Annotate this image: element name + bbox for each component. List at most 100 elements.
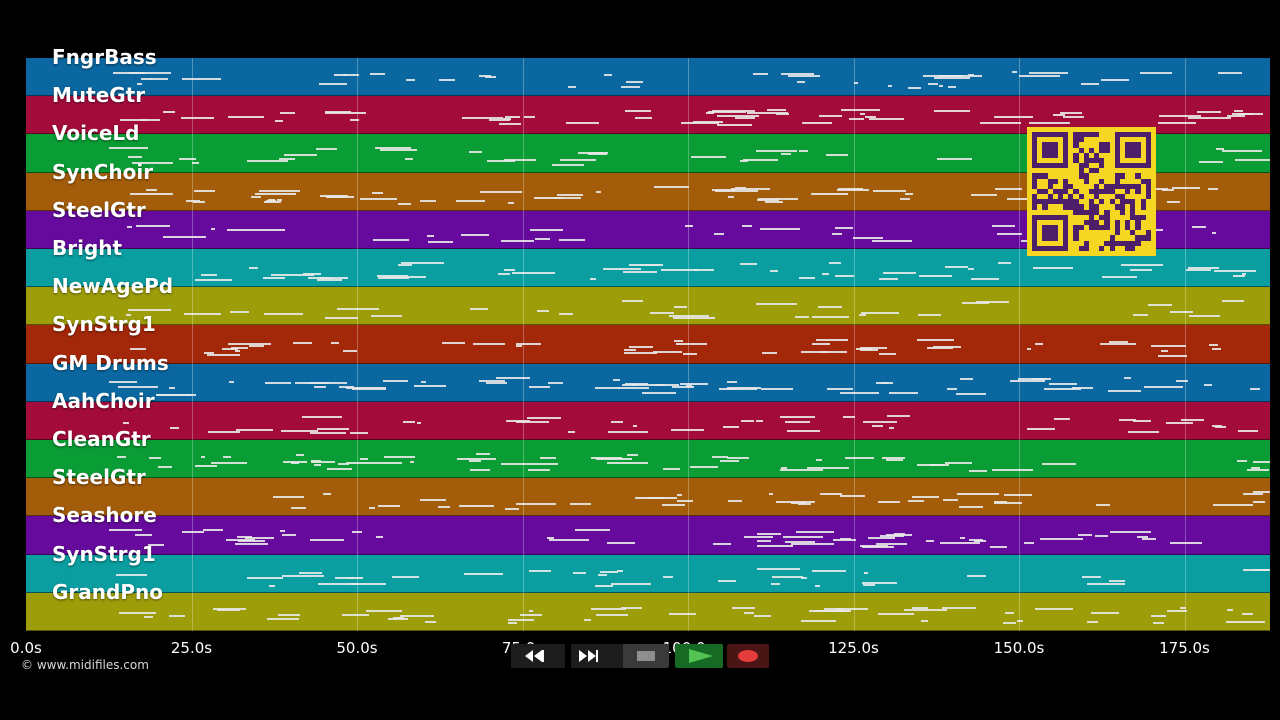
note-mark <box>281 429 318 432</box>
fast-forward-button[interactable] <box>571 644 625 668</box>
note-mark <box>727 457 749 459</box>
note-mark <box>251 195 261 198</box>
note-mark <box>1042 463 1076 465</box>
qr-module <box>1083 163 1089 169</box>
note-mark <box>193 200 205 203</box>
note-mark <box>505 116 520 119</box>
note-mark <box>1227 115 1245 118</box>
note-mark <box>236 428 273 431</box>
note-mark <box>352 531 362 534</box>
note-mark <box>627 454 638 456</box>
qr-module <box>1068 183 1074 189</box>
qr-module <box>1104 188 1110 195</box>
note-mark <box>626 81 643 83</box>
note-mark <box>1199 161 1223 164</box>
grid-line <box>522 58 524 631</box>
note-mark <box>862 581 897 584</box>
track-lane[interactable] <box>26 554 1270 593</box>
note-mark <box>1250 387 1260 390</box>
note-mark <box>554 196 581 199</box>
note-mark <box>146 188 157 191</box>
play-icon <box>689 649 713 663</box>
grid-line <box>191 58 193 631</box>
note-mark <box>882 457 905 459</box>
note-mark <box>943 499 958 502</box>
note-mark <box>956 392 986 395</box>
track-label: SteelGtr <box>52 465 146 490</box>
note-mark <box>1242 273 1246 275</box>
note-mark <box>690 466 718 468</box>
note-mark <box>923 75 963 77</box>
track-lane[interactable] <box>26 58 1270 97</box>
qr-module <box>1073 188 1079 195</box>
note-mark <box>1024 542 1034 545</box>
note-mark <box>691 156 726 159</box>
note-mark <box>663 575 673 578</box>
note-mark <box>1119 418 1136 421</box>
qr-module <box>1073 137 1079 143</box>
note-mark <box>801 619 836 622</box>
stop-button[interactable] <box>623 644 669 668</box>
track-label: NewAgePd <box>52 274 174 299</box>
note-mark <box>350 119 359 122</box>
note-mark <box>596 190 601 193</box>
note-mark <box>1176 379 1188 382</box>
qr-finder <box>1125 142 1141 158</box>
note-mark <box>486 381 507 384</box>
note-mark <box>456 199 485 202</box>
play-button[interactable] <box>675 644 723 668</box>
track-lane[interactable] <box>26 440 1270 479</box>
track-lane[interactable] <box>26 592 1270 631</box>
note-mark <box>727 386 761 389</box>
note-mark <box>969 470 987 472</box>
note-mark <box>930 464 943 466</box>
note-mark <box>1108 389 1141 392</box>
note-mark <box>1110 531 1151 534</box>
note-mark <box>343 350 357 353</box>
note-mark <box>182 78 221 80</box>
qr-module <box>1119 199 1126 205</box>
qr-module <box>1099 157 1105 164</box>
note-mark <box>837 188 869 191</box>
note-mark <box>1186 269 1211 271</box>
note-mark <box>135 534 152 537</box>
qr-module <box>1052 178 1058 184</box>
qr-module <box>1130 183 1136 189</box>
qr-module <box>1078 204 1084 210</box>
note-mark <box>1033 267 1073 269</box>
note-mark <box>109 147 148 150</box>
rewind-button[interactable] <box>511 644 565 668</box>
note-mark <box>195 465 217 467</box>
track-lane[interactable] <box>26 287 1270 326</box>
qr-module <box>1114 240 1120 246</box>
track-lane[interactable] <box>26 516 1270 555</box>
track-lane[interactable] <box>26 363 1270 402</box>
note-mark <box>821 351 847 354</box>
qr-module <box>1114 230 1120 236</box>
note-mark <box>317 427 349 430</box>
qr-module <box>1088 168 1095 174</box>
qr-module <box>1037 199 1043 205</box>
note-mark <box>299 571 322 574</box>
note-mark <box>788 75 820 77</box>
qr-module <box>1130 230 1136 236</box>
note-mark <box>743 159 778 162</box>
track-lane[interactable] <box>26 401 1270 440</box>
track-lane[interactable] <box>26 478 1270 517</box>
note-mark <box>560 159 596 162</box>
track-lane[interactable] <box>26 325 1270 364</box>
note-mark <box>1251 467 1260 469</box>
qr-module <box>1125 183 1131 189</box>
note-mark <box>1029 122 1070 125</box>
note-mark <box>267 617 299 620</box>
note-mark <box>1005 611 1014 614</box>
note-mark <box>889 391 918 394</box>
qr-module <box>1037 188 1043 195</box>
note-mark <box>378 277 409 279</box>
note-mark <box>1237 460 1247 462</box>
record-button[interactable] <box>727 644 769 668</box>
note-mark <box>1158 122 1196 125</box>
note-mark <box>314 385 326 388</box>
qr-module <box>1125 240 1131 246</box>
note-mark <box>868 537 895 540</box>
